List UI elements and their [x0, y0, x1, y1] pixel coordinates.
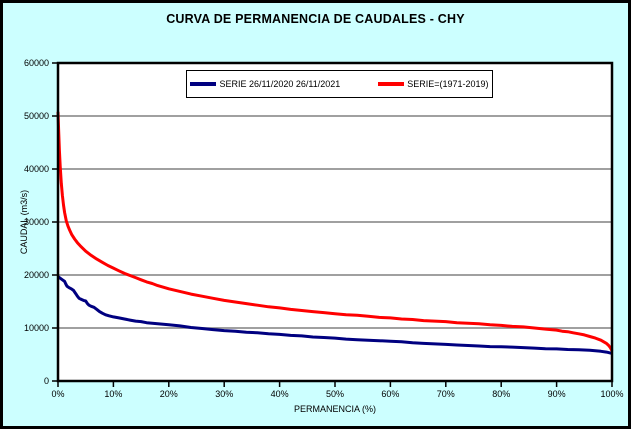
legend-label-serie-1971-2019: SERIE=(1971-2019)	[407, 79, 489, 89]
x-tick-label-20: 20%	[160, 389, 178, 399]
y-tick-label-20000: 20000	[24, 270, 49, 280]
x-tick-label-50: 50%	[326, 389, 344, 399]
legend: SERIE 26/11/2020 26/11/2021 SERIE=(1971-…	[186, 70, 493, 98]
legend-line-swatch-navy	[190, 82, 217, 86]
x-tick-label-10: 10%	[104, 389, 122, 399]
legend-item-serie-1971-2019: SERIE=(1971-2019)	[378, 79, 489, 89]
x-tick-label-40: 40%	[271, 389, 289, 399]
y-tick-label-0: 0	[44, 376, 49, 386]
x-tick-label-90: 90%	[548, 389, 566, 399]
x-tick-label-30: 30%	[215, 389, 233, 399]
y-axis-title: CAUDAL (m3/s)	[19, 189, 29, 255]
y-tick-label-40000: 40000	[24, 164, 49, 174]
legend-label-serie-2020-2021: SERIE 26/11/2020 26/11/2021	[219, 79, 341, 89]
y-tick-label-60000: 60000	[24, 58, 49, 68]
x-tick-label-0: 0%	[51, 389, 64, 399]
legend-line-swatch-red	[378, 82, 405, 86]
x-tick-label-70: 70%	[437, 389, 455, 399]
plot-border	[56, 61, 614, 383]
x-tick-label-80: 80%	[492, 389, 510, 399]
x-tick-label-100: 100%	[600, 389, 623, 399]
y-tick-label-10000: 10000	[24, 323, 49, 333]
chart-title: CURVA DE PERMANENCIA DE CAUDALES - CHY	[166, 12, 465, 26]
plot-area: 0% 10% 20% 30% 40% 50% 60% 70% 80% 90% 100% 0 10000 2…	[24, 58, 624, 399]
curve-serie-1971-2019	[56, 111, 614, 352]
x-tick-label-60: 60%	[381, 389, 399, 399]
curve-serie-26-11-2020-26-11-2021	[57, 275, 613, 355]
y-tick-label-50000: 50000	[24, 111, 49, 121]
legend-item-serie-2020-2021: SERIE 26/11/2020 26/11/2021	[190, 79, 340, 89]
y-tick-label-30000: 30000	[24, 217, 49, 227]
x-axis-title: PERMANENCIA (%)	[293, 404, 376, 414]
